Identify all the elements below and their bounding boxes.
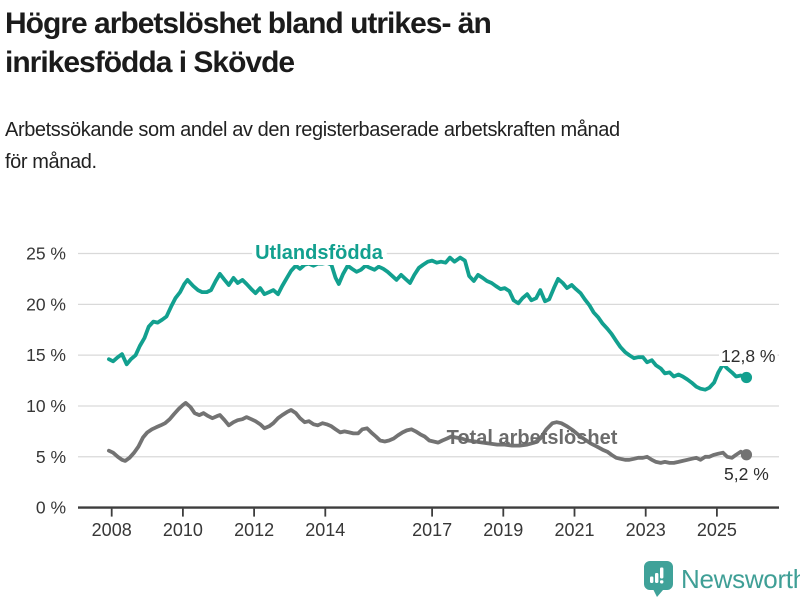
annotation-total-value: 5,2 % [724, 464, 769, 484]
logo-exclamation-dot [660, 580, 664, 584]
y-tick-label: 5 % [36, 447, 66, 467]
x-tick-label: 2025 [697, 520, 737, 540]
series-line-total-arbetsloshet [107, 400, 749, 465]
chart-subtitle: Arbetssökande som andel av den registerb… [5, 114, 793, 178]
subtitle-line-2: för månad. [5, 151, 97, 173]
series-line-utlandsfodda [107, 255, 749, 392]
end-dot-utlandsfodda [740, 371, 753, 384]
annotation-utlandsfodda-value: 12,8 % [721, 346, 775, 366]
x-tick-label: 2012 [234, 520, 274, 540]
page-title: Högre arbetslöshet bland utrikes- än inri… [5, 4, 793, 82]
logo-bubble-shape [644, 561, 673, 597]
x-tick-label: 2010 [163, 520, 203, 540]
chart-header: Högre arbetslöshet bland utrikes- än inri… [5, 4, 793, 82]
x-tick-label: 2017 [412, 520, 452, 540]
annotation-backing [719, 346, 778, 366]
x-tick-label: 2008 [92, 520, 132, 540]
x-tick-label: 2021 [554, 520, 594, 540]
end-dot-total-arbetsloshet [740, 449, 753, 461]
subtitle-line-1: Arbetssökande som andel av den registerb… [5, 119, 620, 141]
series-label-backing [252, 241, 387, 265]
x-tick-label: 2019 [483, 520, 523, 540]
y-tick-label: 20 % [26, 294, 66, 314]
title-line-1: Högre arbetslöshet bland utrikes- än [5, 7, 492, 40]
title-line-2: inrikesfödda i Skövde [5, 46, 295, 79]
newsworthy-logo-icon [644, 561, 673, 597]
y-tick-label: 0 % [36, 498, 66, 518]
y-tick-label: 25 % [26, 244, 66, 264]
series-label-total-arbetsloshet: Total arbetslöshet [447, 427, 618, 449]
logo-exclamation-bar [660, 567, 664, 579]
newsworthy-brand-text: Newsworthy [681, 563, 800, 594]
logo-bar-medium [655, 573, 659, 583]
newsworthy-logo: Newsworthy [643, 559, 800, 599]
series-label-utlandsfodda: Utlandsfödda [255, 242, 384, 264]
y-tick-label: 10 % [26, 396, 66, 416]
logo-bar-small [650, 576, 654, 583]
x-tick-label: 2023 [626, 520, 666, 540]
x-tick-label: 2014 [305, 520, 345, 540]
y-tick-label: 15 % [26, 345, 66, 365]
